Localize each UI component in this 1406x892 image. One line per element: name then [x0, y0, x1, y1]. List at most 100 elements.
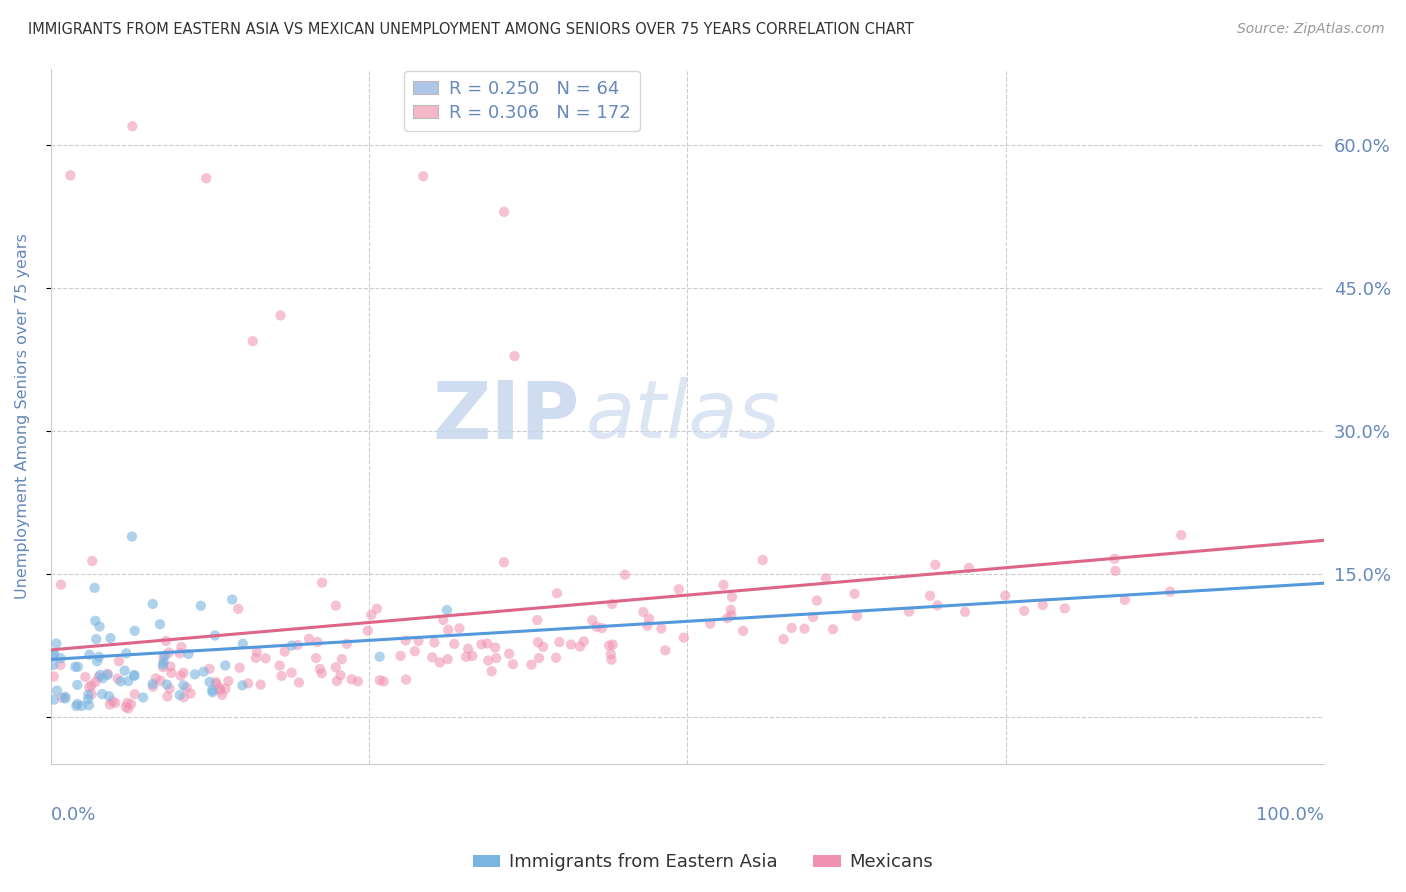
Point: [457, 641, 479, 656]
Text: 100.0%: 100.0%: [1256, 806, 1324, 824]
Point: [104, 696, 127, 710]
Point: [325, 660, 347, 674]
Point: [169, 669, 191, 683]
Point: [201, 683, 224, 698]
Y-axis label: Unemployment Among Seniors over 75 years: Unemployment Among Seniors over 75 years: [15, 234, 30, 599]
Point: [245, 651, 267, 665]
Point: [1032, 598, 1054, 612]
Point: [91, 687, 114, 701]
Point: [53, 690, 76, 704]
Point: [1104, 551, 1126, 566]
Legend: Immigrants from Eastern Asia, Mexicans: Immigrants from Eastern Asia, Mexicans: [465, 847, 941, 879]
Point: [77, 688, 100, 702]
Point: [122, 668, 145, 682]
Point: [366, 601, 388, 615]
Point: [347, 674, 370, 689]
Point: [53, 691, 76, 706]
Point: [470, 637, 492, 651]
Point: [120, 697, 142, 711]
Point: [994, 589, 1017, 603]
Point: [42, 669, 65, 683]
Point: [82, 554, 104, 568]
Point: [110, 674, 132, 689]
Point: [114, 664, 136, 678]
Point: [172, 678, 194, 692]
Point: [236, 676, 259, 690]
Point: [221, 592, 243, 607]
Point: [298, 632, 321, 646]
Point: [924, 558, 946, 572]
Point: [1114, 593, 1136, 607]
Point: [141, 677, 163, 691]
Point: [45, 683, 67, 698]
Point: [484, 640, 506, 655]
Point: [526, 613, 548, 627]
Point: [211, 688, 233, 702]
Point: [309, 662, 332, 676]
Point: [77, 692, 100, 706]
Point: [527, 635, 550, 649]
Text: atlas: atlas: [586, 377, 780, 456]
Point: [668, 582, 690, 597]
Point: [638, 612, 661, 626]
Point: [560, 638, 582, 652]
Point: [481, 664, 503, 678]
Point: [395, 673, 418, 687]
Point: [228, 661, 250, 675]
Point: [101, 694, 124, 708]
Text: IMMIGRANTS FROM EASTERN ASIA VS MEXICAN UNEMPLOYMENT AMONG SENIORS OVER 75 YEARS: IMMIGRANTS FROM EASTERN ASIA VS MEXICAN …: [28, 22, 914, 37]
Point: [198, 675, 221, 690]
Point: [173, 690, 195, 705]
Point: [329, 668, 352, 682]
Point: [75, 670, 97, 684]
Point: [307, 635, 329, 649]
Point: [84, 614, 107, 628]
Point: [97, 689, 120, 703]
Point: [190, 599, 212, 613]
Point: [180, 686, 202, 700]
Point: [456, 649, 478, 664]
Point: [201, 685, 224, 699]
Point: [231, 678, 253, 692]
Point: [368, 649, 391, 664]
Point: [287, 638, 309, 652]
Point: [520, 657, 543, 672]
Point: [806, 593, 828, 607]
Point: [288, 675, 311, 690]
Point: [157, 646, 180, 660]
Point: [731, 624, 754, 638]
Point: [124, 624, 146, 638]
Point: [66, 678, 89, 692]
Point: [89, 619, 111, 633]
Point: [156, 690, 179, 704]
Point: [108, 654, 131, 668]
Point: [957, 561, 980, 575]
Point: [720, 608, 742, 623]
Point: [546, 586, 568, 600]
Point: [87, 670, 110, 684]
Point: [149, 617, 172, 632]
Point: [226, 602, 249, 616]
Point: [270, 669, 292, 683]
Point: [42, 692, 65, 706]
Point: [274, 644, 297, 658]
Point: [152, 655, 174, 669]
Point: [477, 654, 499, 668]
Point: [117, 696, 139, 710]
Point: [793, 622, 815, 636]
Point: [59, 169, 82, 183]
Point: [66, 697, 89, 711]
Point: [927, 599, 949, 613]
Point: [548, 635, 571, 649]
Point: [204, 675, 226, 690]
Point: [173, 665, 195, 680]
Text: ZIP: ZIP: [432, 377, 579, 456]
Point: [176, 681, 198, 695]
Point: [672, 631, 695, 645]
Point: [270, 309, 292, 323]
Point: [443, 637, 465, 651]
Point: [115, 646, 138, 660]
Point: [844, 587, 866, 601]
Point: [614, 567, 637, 582]
Point: [650, 622, 672, 636]
